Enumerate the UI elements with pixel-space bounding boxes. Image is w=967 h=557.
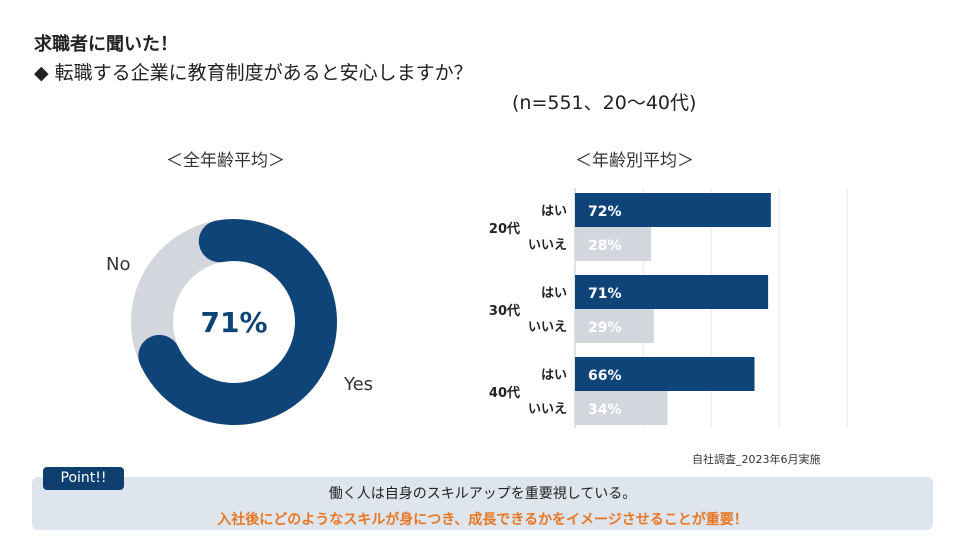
bar-no-1 [575, 309, 654, 343]
bar-no-0 [575, 227, 652, 261]
category-label: 30代 [489, 303, 520, 319]
series-label: いいえ [528, 402, 567, 417]
header-label: 求職者に聞いた！ [34, 34, 178, 55]
bar-value-label: 71% [588, 286, 622, 302]
donut-chart-title: ＜全年齢平均＞ [166, 151, 285, 171]
donut-slice-yes [138, 219, 337, 425]
point-text-2: 入社後にどのようなスキルが身につき、成長できるかをイメージさせることが重要！ [217, 512, 748, 528]
bar-value-label: 29% [588, 320, 622, 336]
series-label: はい [541, 286, 567, 301]
series-label: いいえ [528, 238, 567, 253]
bar-value-label: 72% [588, 204, 622, 220]
bar-yes-1 [575, 275, 769, 309]
bar-no-2 [575, 391, 668, 425]
donut-center-value: 71% [200, 306, 267, 339]
sample-size-note: (n=551、20〜40代) [512, 92, 697, 114]
series-label: はい [541, 204, 567, 219]
point-text-1: 働く人は自身のスキルアップを重要視している。 [328, 486, 637, 502]
series-label: はい [541, 368, 567, 383]
bar-yes-2 [575, 357, 755, 391]
point-panel [32, 477, 933, 530]
point-badge: Point!! [43, 467, 124, 490]
survey-question: ◆ 転職する企業に教育制度があると安心しますか？ [34, 62, 473, 84]
slice-label-no: No [106, 254, 130, 275]
bar-value-label: 66% [588, 368, 622, 384]
series-label: いいえ [528, 320, 567, 335]
age-bar-chart: 72% はい 28% いいえ 20代 71% はい 29% いいえ 30代 66% はい 34% いいえ 4… [489, 188, 848, 428]
donut-chart: 71% Yes No [106, 219, 373, 425]
category-label: 40代 [489, 385, 520, 401]
bar-value-label: 28% [588, 238, 622, 254]
bar-yes-0 [575, 193, 771, 227]
category-label: 20代 [489, 221, 520, 237]
bar-chart-title: ＜年齢別平均＞ [575, 151, 694, 171]
source-note: 自社調査_2023年6月実施 [692, 453, 821, 466]
bar-value-label: 34% [588, 402, 622, 418]
slice-label-yes: Yes [343, 374, 373, 395]
